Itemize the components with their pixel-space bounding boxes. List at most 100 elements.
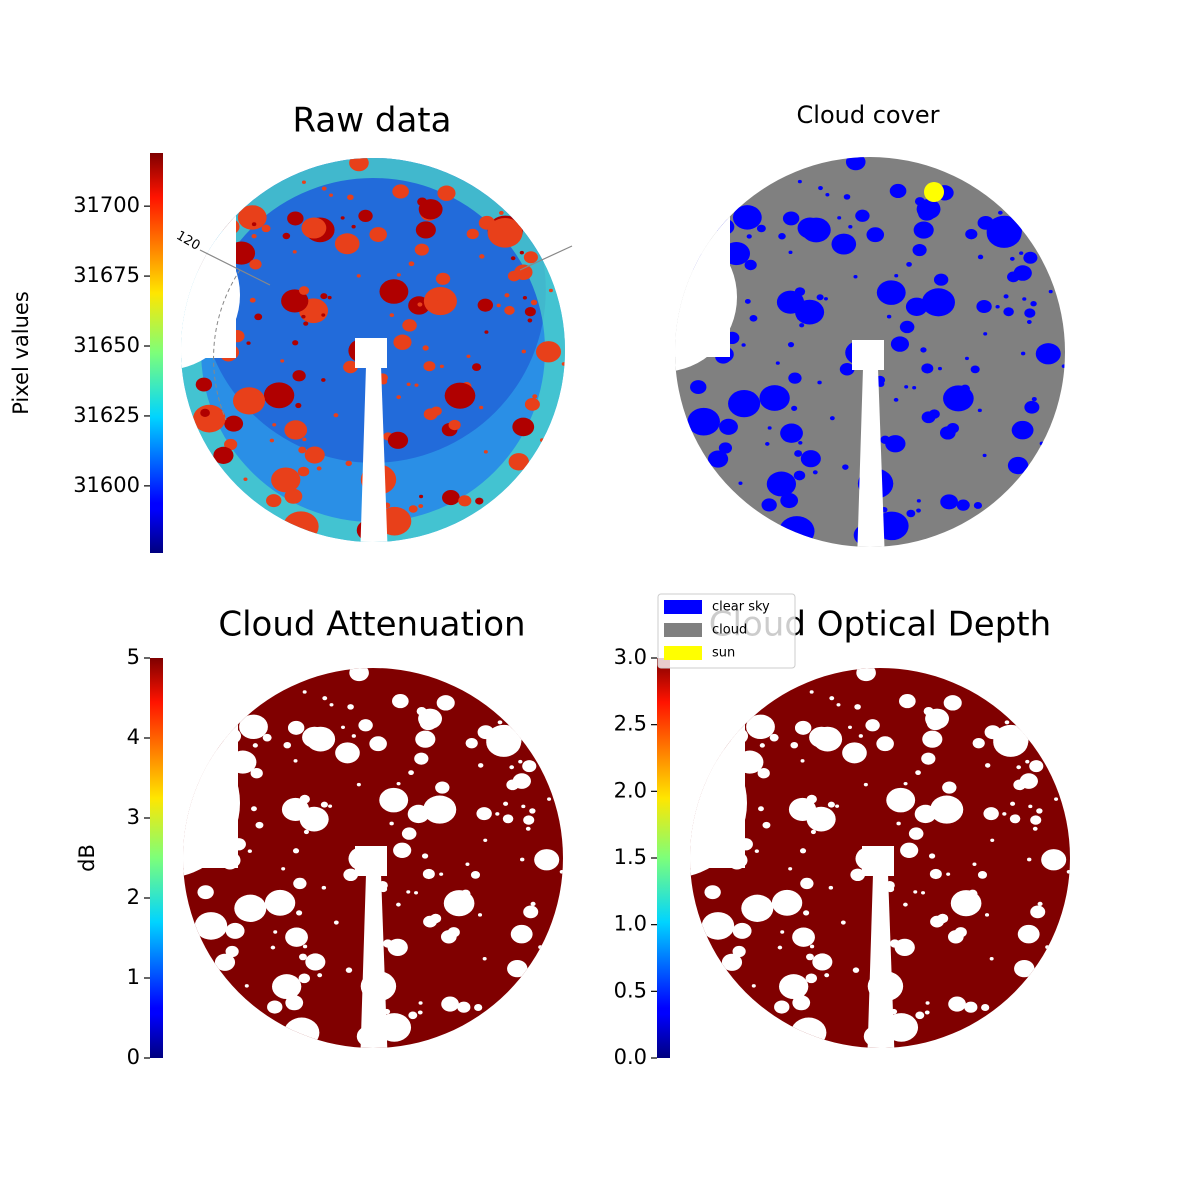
sky-spot: [728, 390, 761, 418]
sky-spot: [1041, 849, 1067, 871]
colorbar-tick-label: 1: [127, 965, 140, 989]
legend-swatch: [664, 623, 702, 637]
sky-spot: [848, 224, 853, 229]
sky-spot: [392, 184, 409, 199]
colorbar-tick-label: 31675: [73, 263, 140, 287]
sky-spot: [760, 731, 765, 736]
sky-spot: [972, 738, 985, 749]
sky-spot: [805, 973, 818, 984]
sky-spot: [989, 957, 994, 961]
sky-spot: [518, 759, 523, 764]
sky-spot: [415, 730, 436, 748]
sky-spot: [943, 385, 974, 412]
sky-spot: [790, 741, 799, 749]
sky-spot: [1022, 297, 1027, 301]
sky-spot: [261, 904, 266, 908]
sky-spot: [1030, 300, 1037, 307]
sky-spot: [408, 1011, 418, 1020]
sky-spot: [417, 1010, 423, 1015]
sky-spot: [254, 313, 263, 321]
sky-spot: [982, 453, 987, 458]
sky-spot: [780, 930, 785, 934]
sky-spot: [836, 703, 841, 707]
sky-spot: [333, 413, 339, 418]
sky-spot: [478, 763, 484, 768]
sky-spot: [247, 849, 252, 853]
sky-spot: [414, 383, 419, 387]
sky-spot: [1048, 289, 1053, 294]
polar-grid-circle: [213, 269, 241, 421]
sky-spot: [749, 314, 758, 322]
sky-spot: [476, 807, 492, 821]
colorbar: [657, 658, 670, 1058]
sky-spot: [487, 218, 523, 248]
sky-spot: [396, 273, 401, 277]
sky-spot: [915, 770, 921, 776]
sky-spot: [281, 289, 309, 313]
sky-spot: [690, 380, 707, 395]
sky-spot: [301, 217, 327, 239]
colorbar-tick-label: 2.5: [614, 712, 647, 736]
sky-spot: [779, 974, 809, 1000]
sky-spot: [1061, 364, 1065, 368]
sky-spot: [408, 505, 418, 513]
sky-spot: [298, 446, 307, 454]
sky-spot: [251, 222, 257, 227]
sky-spot: [547, 797, 552, 801]
sky-spot: [780, 492, 799, 509]
sky-spot: [991, 727, 996, 732]
sky-spot: [345, 460, 352, 467]
sky-spot: [472, 363, 482, 371]
colorbar-tick-label: 31625: [73, 403, 140, 427]
sky-spot: [1003, 307, 1014, 317]
sky-spot: [1014, 959, 1035, 978]
sky-spot: [441, 996, 459, 1012]
sky-spot: [976, 299, 992, 314]
sky-spot: [302, 437, 307, 442]
sky-spot: [422, 868, 435, 880]
sky-spot: [514, 264, 533, 281]
sky-spot: [253, 731, 258, 736]
sky-spot: [1029, 760, 1044, 773]
sky-spot: [305, 953, 326, 971]
sky-spot: [738, 481, 743, 485]
sky-spot: [771, 889, 803, 916]
sky-spot: [798, 440, 803, 445]
sky-spot: [478, 215, 496, 230]
sky-spot: [732, 205, 762, 230]
sky-spot: [263, 382, 295, 409]
sky-spot: [986, 218, 1022, 248]
sky-spot: [1009, 814, 1021, 824]
sky-spot: [827, 801, 835, 808]
sky-spot: [303, 321, 309, 326]
sky-spot: [498, 210, 504, 215]
sky-spot: [321, 186, 327, 191]
sky-spot: [396, 902, 401, 907]
colorbar-tick-label: 3: [127, 805, 140, 829]
sky-spot: [921, 752, 936, 765]
sky-spot: [193, 404, 226, 433]
sky-spot: [466, 354, 471, 359]
sky-spot: [842, 464, 849, 470]
sky-spot: [1028, 804, 1033, 809]
sky-spot: [923, 810, 929, 816]
sky-spot: [421, 853, 429, 859]
sky-spot: [941, 808, 946, 813]
sky-spot: [387, 431, 409, 449]
sky-spot: [298, 286, 310, 295]
sky-spot: [761, 498, 777, 512]
sky-spot: [954, 927, 967, 938]
sky-spot: [809, 726, 834, 748]
sky-spot: [973, 501, 983, 509]
sky-image: [690, 668, 1070, 1048]
sky-spot: [417, 302, 423, 307]
sky-spot: [392, 694, 409, 709]
sky-spot: [977, 254, 984, 260]
sky-spot: [916, 499, 921, 503]
sky-spot: [778, 233, 786, 240]
sky-spot: [812, 953, 833, 971]
sky-spot: [1026, 319, 1032, 324]
sky-spot: [423, 361, 436, 372]
sky-spot: [260, 396, 265, 401]
